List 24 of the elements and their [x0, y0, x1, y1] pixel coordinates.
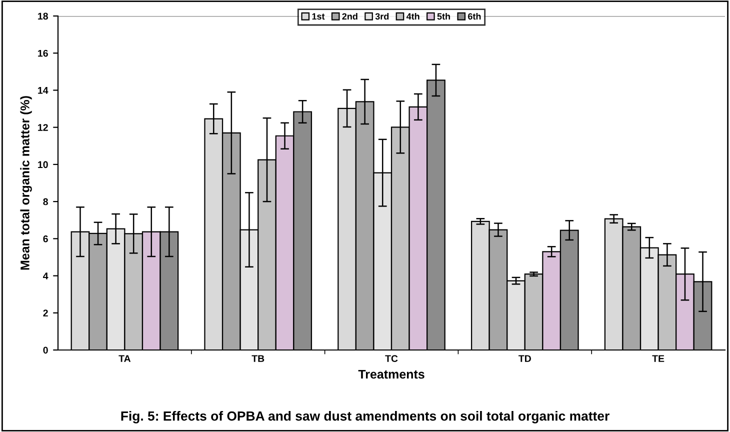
legend-label: 6th — [468, 12, 481, 20]
y-tick-label: 16 — [38, 50, 48, 57]
y-tick-label: 10 — [38, 161, 48, 168]
y-tick-label: 2 — [43, 310, 48, 316]
legend-label: 5th — [437, 12, 450, 20]
text: Fig. 5: Effects of OPBA and saw dust amendments on soil total organic matter — [121, 411, 610, 424]
legend-label: 4th — [406, 12, 420, 20]
y-tick-label: 18 — [38, 12, 48, 20]
x-axis-title: Treatments — [358, 370, 424, 379]
y-tick-label: 0 — [43, 346, 48, 354]
x-tick-label: TE — [652, 355, 664, 362]
legend-label: 1st — [312, 13, 325, 20]
y-tick-label: 4 — [43, 272, 48, 280]
legend-label: 3rd — [375, 12, 389, 20]
y-tick-label: 6 — [43, 235, 48, 242]
x-tick-label: TD — [518, 355, 531, 362]
y-tick-label: 12 — [38, 124, 48, 131]
y-axis-title: Mean total organic matter (%) — [20, 96, 32, 270]
y-tick-label: 14 — [38, 87, 48, 94]
y-tick-label: 8 — [43, 198, 48, 206]
x-tick-label: TA — [118, 355, 131, 362]
x-tick-label: TB — [252, 355, 264, 362]
x-tick-label: TC — [385, 355, 398, 362]
legend-label: 2nd — [342, 12, 358, 20]
